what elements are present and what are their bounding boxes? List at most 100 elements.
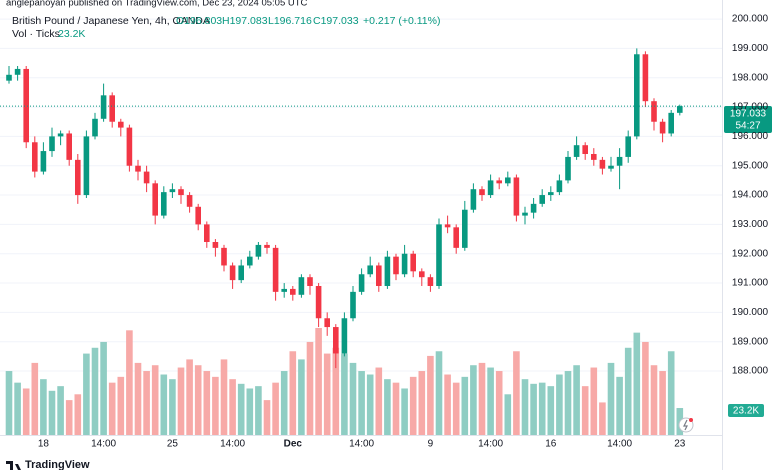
- volume-bar: [478, 362, 486, 435]
- candle-body: [625, 136, 631, 157]
- volume-bar: [590, 367, 598, 435]
- candle-body: [32, 142, 38, 172]
- candle-body: [539, 195, 545, 204]
- candle-body: [470, 189, 477, 210]
- volume-bar: [83, 353, 90, 435]
- volume-bar: [194, 365, 202, 435]
- candle-body: [6, 74, 12, 81]
- candle-body: [548, 192, 554, 196]
- candle-body: [204, 224, 210, 242]
- candle-body: [247, 256, 253, 266]
- volume-bar: [650, 365, 658, 435]
- y-tick-label: 195.000: [732, 160, 769, 171]
- candle-body: [599, 159, 606, 169]
- candle-body: [651, 101, 657, 122]
- candle-body: [178, 189, 184, 196]
- alert-dot: [689, 418, 693, 422]
- x-tick-label: 16: [545, 439, 557, 450]
- y-tick-label: 190.000: [732, 307, 769, 318]
- candle-body: [92, 118, 98, 137]
- volume-bar: [487, 367, 494, 435]
- volume-bar: [177, 367, 185, 435]
- legend-low: L196.716: [268, 15, 312, 27]
- volume-bar: [461, 376, 469, 435]
- candle-body: [186, 195, 193, 207]
- candle-body: [582, 145, 588, 154]
- candle-body: [487, 180, 494, 196]
- candle-body: [324, 318, 330, 328]
- candle-body: [479, 189, 485, 196]
- y-tick-label: 200.000: [732, 14, 769, 25]
- candle-body: [75, 159, 81, 196]
- y-tick-label: 189.000: [732, 336, 769, 347]
- candle-body: [152, 183, 158, 216]
- candle-body: [376, 265, 382, 286]
- legend-close: C197.033: [313, 15, 359, 27]
- volume-legend-value: 23.2K: [58, 28, 85, 40]
- y-tick-label: 197.000: [732, 102, 769, 113]
- volume-bar: [349, 362, 357, 435]
- volume-bar: [573, 365, 580, 435]
- volume-bar: [538, 382, 546, 435]
- candle-body: [616, 156, 623, 166]
- brand-logo: [6, 461, 21, 470]
- candle-body: [255, 244, 262, 257]
- volume-bar: [659, 371, 666, 435]
- countdown: 54:27: [735, 121, 760, 132]
- volume-bar: [642, 341, 649, 435]
- candle-body: [410, 253, 416, 272]
- alert-icon[interactable]: [678, 417, 694, 433]
- legend-open: O196.803: [176, 15, 222, 27]
- volume-bar: [100, 341, 107, 435]
- volume-bar: [401, 388, 408, 435]
- volume-bar: [57, 386, 64, 435]
- candle-body: [634, 54, 640, 137]
- volume-bar: [151, 365, 159, 435]
- volume-bar: [564, 371, 572, 435]
- candle-body: [281, 288, 287, 292]
- x-tick-label: 14:00: [478, 439, 503, 450]
- volume-bar: [298, 359, 305, 435]
- volume-bar: [667, 351, 675, 435]
- volume-title: Vol · Ticks: [12, 28, 60, 40]
- volume-bar: [633, 332, 641, 435]
- candle-body: [350, 291, 356, 319]
- price-label: 197.033: [730, 109, 767, 120]
- candle-body: [444, 224, 451, 228]
- volume-bar: [470, 365, 477, 435]
- volume-bar: [212, 376, 219, 435]
- candle-body: [298, 277, 305, 295]
- volume-bar: [280, 371, 288, 435]
- volume-bar: [358, 371, 365, 435]
- volume-bar: [581, 386, 589, 435]
- candle-body: [358, 274, 365, 292]
- volume-bar: [530, 383, 537, 435]
- candle-body: [109, 95, 115, 122]
- candle-body: [40, 151, 47, 172]
- candle-body: [307, 277, 313, 286]
- volume-bar: [255, 386, 262, 435]
- volume-bar: [134, 362, 142, 435]
- candle-body: [462, 209, 468, 248]
- candle-body: [384, 256, 391, 286]
- candle-body: [333, 327, 339, 354]
- volume-bar: [556, 374, 563, 435]
- candle-body: [135, 165, 141, 172]
- volume-bar: [237, 383, 245, 435]
- candle-body: [161, 192, 167, 216]
- volume-bar: [48, 390, 56, 435]
- candle-body: [565, 156, 571, 181]
- candle-body: [591, 153, 597, 160]
- candle-body: [100, 95, 107, 119]
- candle-body: [642, 54, 649, 102]
- volume-bar: [427, 355, 434, 435]
- y-tick-label: 199.000: [732, 43, 769, 54]
- candle-body: [83, 136, 90, 196]
- candle-body: [195, 206, 201, 225]
- chart-title: British Pound / Japanese Yen, 4h, OANDA: [12, 15, 210, 27]
- volume-bar: [435, 351, 443, 435]
- y-tick-label: 188.000: [732, 366, 769, 377]
- candle-body: [530, 203, 537, 213]
- x-tick-label: Dec: [284, 439, 303, 450]
- candle-body: [367, 265, 373, 275]
